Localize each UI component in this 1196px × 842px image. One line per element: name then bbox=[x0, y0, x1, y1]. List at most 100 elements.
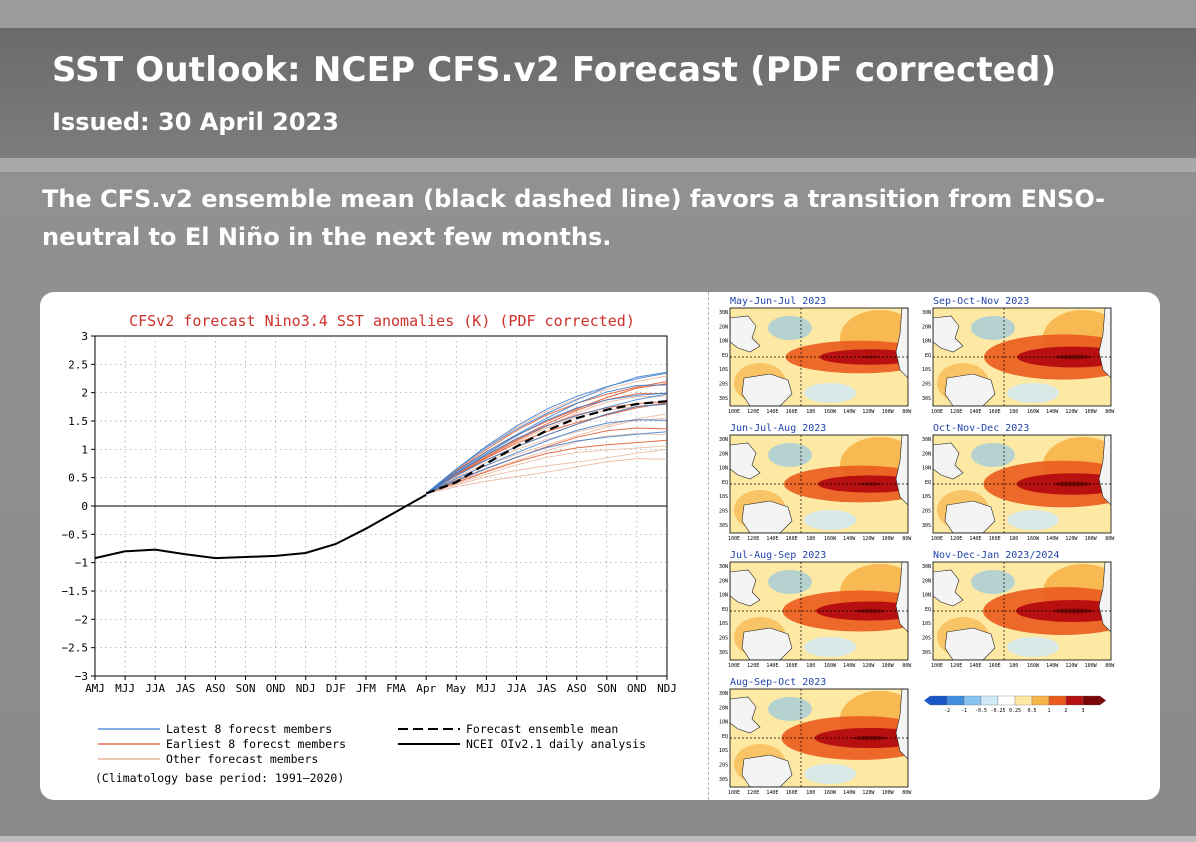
forecast-member-line bbox=[426, 448, 668, 494]
lat-label: 20S bbox=[922, 509, 931, 515]
lon-label: 160E bbox=[786, 536, 798, 542]
lon-label: 180 bbox=[1009, 409, 1018, 415]
colorbar-label: -2 bbox=[944, 708, 950, 714]
lon-label: 100E bbox=[931, 536, 943, 542]
lon-label: 100W bbox=[882, 536, 895, 542]
figure-card: CFSv2 forecast Nino3.4 SST anomalies (K)… bbox=[40, 292, 1160, 800]
y-tick-label: 0.5 bbox=[68, 472, 88, 485]
cool-patch bbox=[971, 443, 1015, 467]
lat-label: EQ bbox=[722, 734, 728, 740]
lon-label: 160E bbox=[786, 790, 798, 796]
lon-label: 100E bbox=[728, 663, 740, 669]
panel-divider bbox=[708, 292, 709, 800]
lon-label: 100W bbox=[1085, 536, 1098, 542]
lon-label: 100W bbox=[882, 663, 895, 669]
lon-label: 140W bbox=[843, 790, 856, 796]
lon-label: 140E bbox=[766, 536, 778, 542]
land-australia bbox=[944, 500, 996, 533]
lat-label: 10S bbox=[719, 494, 728, 500]
cool-patch bbox=[1007, 510, 1059, 530]
sst-map-title: Nov-Dec-Jan 2023/2024 bbox=[933, 550, 1059, 561]
lon-label: 120E bbox=[747, 790, 759, 796]
land-australia bbox=[741, 754, 793, 787]
lat-label: 20N bbox=[719, 705, 728, 711]
lon-label: 180 bbox=[1009, 663, 1018, 669]
lat-label: 30N bbox=[922, 564, 931, 570]
colorbar-swatch bbox=[929, 695, 948, 706]
lon-label: 180 bbox=[806, 790, 815, 796]
issued-date: Issued: 30 April 2023 bbox=[52, 108, 339, 136]
lat-label: 20S bbox=[719, 382, 728, 388]
colorbar-swatch bbox=[1065, 695, 1084, 706]
land-americas bbox=[895, 689, 908, 760]
lat-label: 10N bbox=[922, 339, 931, 345]
nino34-chart-panel: CFSv2 forecast Nino3.4 SST anomalies (K)… bbox=[40, 292, 700, 800]
lat-label: 10N bbox=[922, 466, 931, 472]
cool-patch bbox=[1007, 383, 1059, 403]
forecast-member-line bbox=[426, 439, 668, 494]
x-tick-label: ASO bbox=[205, 682, 225, 695]
forecast-member-line bbox=[425, 427, 668, 494]
land-americas bbox=[1098, 562, 1111, 633]
lon-label: 140E bbox=[766, 409, 778, 415]
lat-label: EQ bbox=[722, 480, 728, 486]
x-tick-label: JFM bbox=[356, 682, 376, 695]
lon-label: 140W bbox=[1046, 663, 1059, 669]
lon-label: 120E bbox=[747, 536, 759, 542]
x-tick-label: May bbox=[446, 682, 466, 695]
y-tick-label: 2 bbox=[81, 387, 88, 400]
lat-label: 20N bbox=[719, 578, 728, 584]
lon-label: 100W bbox=[882, 790, 895, 796]
land-americas bbox=[1098, 308, 1111, 379]
colorbar-swatch bbox=[1014, 695, 1033, 706]
lon-label: 120W bbox=[1065, 663, 1078, 669]
sst-map-title: Sep-Oct-Nov 2023 bbox=[933, 296, 1029, 307]
colorbar-label: 0.25 bbox=[1009, 708, 1021, 714]
forecast-member-line bbox=[425, 419, 668, 494]
legend-ensemble-mean-label: Forecast ensemble mean bbox=[466, 722, 618, 736]
lat-label: 10N bbox=[719, 593, 728, 599]
lat-label: EQ bbox=[925, 480, 931, 486]
forecast-member-line bbox=[425, 381, 668, 494]
lon-label: 180 bbox=[806, 536, 815, 542]
lon-label: 140E bbox=[969, 536, 981, 542]
forecast-member-line bbox=[425, 384, 668, 494]
lon-label: 140W bbox=[843, 663, 856, 669]
x-tick-label: AMJ bbox=[85, 682, 105, 695]
lat-label: 10N bbox=[719, 720, 728, 726]
lon-label: 80W bbox=[902, 409, 912, 415]
land-asia bbox=[730, 696, 761, 734]
colorbar-swatch bbox=[1031, 695, 1050, 706]
cool-patch bbox=[1007, 637, 1059, 657]
land-americas bbox=[895, 308, 908, 379]
lat-label: 10N bbox=[719, 339, 728, 345]
ensemble-mean-line bbox=[425, 400, 668, 495]
bottom-strip bbox=[0, 836, 1196, 842]
lat-label: 30S bbox=[922, 396, 931, 402]
lon-label: 180 bbox=[806, 663, 815, 669]
lat-label: 20N bbox=[922, 324, 931, 330]
x-tick-label: NDJ bbox=[657, 682, 677, 695]
cool-patch bbox=[768, 570, 812, 594]
lat-label: 20N bbox=[719, 451, 728, 457]
lon-label: 80W bbox=[902, 663, 912, 669]
x-tick-label: MJJ bbox=[476, 682, 496, 695]
land-australia bbox=[944, 627, 996, 660]
forecast-member-line bbox=[426, 458, 668, 494]
lat-label: 10N bbox=[719, 466, 728, 472]
lon-label: 160W bbox=[1027, 663, 1040, 669]
lon-label: 120E bbox=[950, 536, 962, 542]
lat-label: 20S bbox=[922, 382, 931, 388]
lat-label: EQ bbox=[925, 353, 931, 359]
lat-label: 10S bbox=[719, 748, 728, 754]
y-tick-label: −3 bbox=[75, 670, 88, 683]
x-tick-label: Apr bbox=[416, 682, 436, 695]
cool-patch bbox=[971, 316, 1015, 340]
cool-patch bbox=[804, 383, 856, 403]
lon-label: 120W bbox=[862, 536, 875, 542]
land-australia bbox=[741, 500, 793, 533]
lon-label: 100E bbox=[728, 409, 740, 415]
lat-label: 10S bbox=[922, 494, 931, 500]
